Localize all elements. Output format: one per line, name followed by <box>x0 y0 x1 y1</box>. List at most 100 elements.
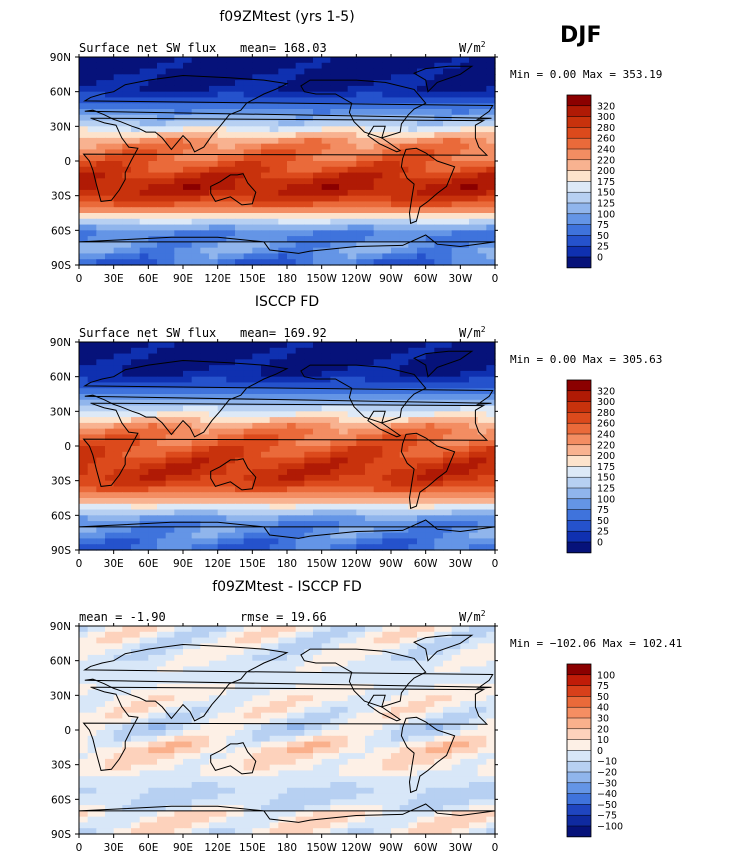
map-cell <box>408 649 418 656</box>
map-cell <box>200 440 210 447</box>
map-cell <box>460 353 470 360</box>
map-cell <box>347 207 357 214</box>
map-cell <box>330 753 340 760</box>
map-cell <box>399 57 409 64</box>
map-cell <box>347 189 357 197</box>
map-cell <box>330 678 340 685</box>
map-cell <box>434 689 444 696</box>
map-cell <box>252 259 262 266</box>
map-cell <box>200 417 210 424</box>
map-cell <box>96 143 106 151</box>
map-cell <box>191 388 201 395</box>
map-cell <box>469 724 479 731</box>
map-cell <box>287 394 297 401</box>
map-cell <box>131 747 141 754</box>
x-tick-label: 0 <box>76 273 83 285</box>
map-cell <box>434 446 444 453</box>
map-cell <box>408 706 418 714</box>
map-cell <box>330 178 340 185</box>
map-cell <box>469 137 479 145</box>
map-cell <box>269 370 279 378</box>
map-cell <box>113 155 123 162</box>
map-cell <box>96 347 106 355</box>
map-cell <box>131 689 141 696</box>
map-cell <box>443 218 453 226</box>
x-tick-label: 30W <box>448 558 472 570</box>
map-cell <box>157 172 167 179</box>
map-cell <box>131 62 141 70</box>
map-cell <box>460 753 470 760</box>
map-cell <box>148 631 158 639</box>
map-cell <box>417 241 427 249</box>
map-cell <box>139 417 149 424</box>
map-cell <box>469 446 479 453</box>
map-cell <box>443 712 453 720</box>
map-cell <box>105 342 115 349</box>
map-cell <box>122 80 132 87</box>
map-cell <box>339 654 349 662</box>
map-cell <box>209 85 219 93</box>
map-cell <box>469 474 479 482</box>
map-cell <box>174 492 184 499</box>
map-cell <box>399 521 409 528</box>
map-cell <box>417 207 427 214</box>
map-cell <box>113 405 123 412</box>
map-cell <box>261 394 271 401</box>
map-cell <box>356 660 366 668</box>
map-cell <box>469 230 479 237</box>
map-cell <box>321 241 331 249</box>
map-cell <box>313 666 323 673</box>
map-cell <box>313 498 323 505</box>
map-cell <box>477 474 487 482</box>
map-cell <box>174 683 184 691</box>
map-cell <box>243 184 253 191</box>
map-cell <box>339 440 349 447</box>
map-cell <box>148 446 158 453</box>
map-cell <box>365 57 375 64</box>
map-cell <box>122 538 132 545</box>
map-cell <box>269 224 279 231</box>
map-cell <box>79 689 89 696</box>
map-cell <box>347 57 357 64</box>
map-cell <box>252 218 262 226</box>
map-cell <box>174 712 184 720</box>
map-cell <box>191 376 201 384</box>
map-cell <box>183 706 193 714</box>
map-cell <box>382 342 392 349</box>
map-cell <box>477 701 487 708</box>
map-cell <box>356 201 366 208</box>
map-cell <box>174 382 184 389</box>
map-cell <box>460 68 470 75</box>
map-cell <box>226 503 236 511</box>
map-cell <box>183 149 193 156</box>
map-cell <box>373 189 383 197</box>
colorbar-swatch <box>567 488 591 500</box>
map-cell <box>183 376 193 384</box>
map-cell <box>417 753 427 760</box>
map-cell <box>477 637 487 644</box>
map-cell <box>105 486 115 493</box>
map-cell <box>295 359 305 366</box>
map-cell <box>477 440 487 447</box>
map-cell <box>226 388 236 395</box>
map-cell <box>174 85 184 93</box>
map-cell <box>217 365 227 372</box>
map-cell <box>217 509 227 516</box>
map-cell <box>278 764 288 772</box>
map-cell <box>313 631 323 639</box>
map-cell <box>157 486 167 493</box>
map-cell <box>209 394 219 401</box>
map-cell <box>157 526 167 534</box>
map-cell <box>425 172 435 179</box>
map-cell <box>183 259 193 266</box>
map-cell <box>226 247 236 255</box>
map-cell <box>191 678 201 685</box>
map-cell <box>417 741 427 748</box>
map-cell <box>408 213 418 220</box>
map-cell <box>105 213 115 220</box>
map-cell <box>408 376 418 384</box>
map-cell <box>113 776 123 783</box>
map-cell <box>105 631 115 639</box>
map-cell <box>443 417 453 424</box>
map-cell <box>425 649 435 656</box>
